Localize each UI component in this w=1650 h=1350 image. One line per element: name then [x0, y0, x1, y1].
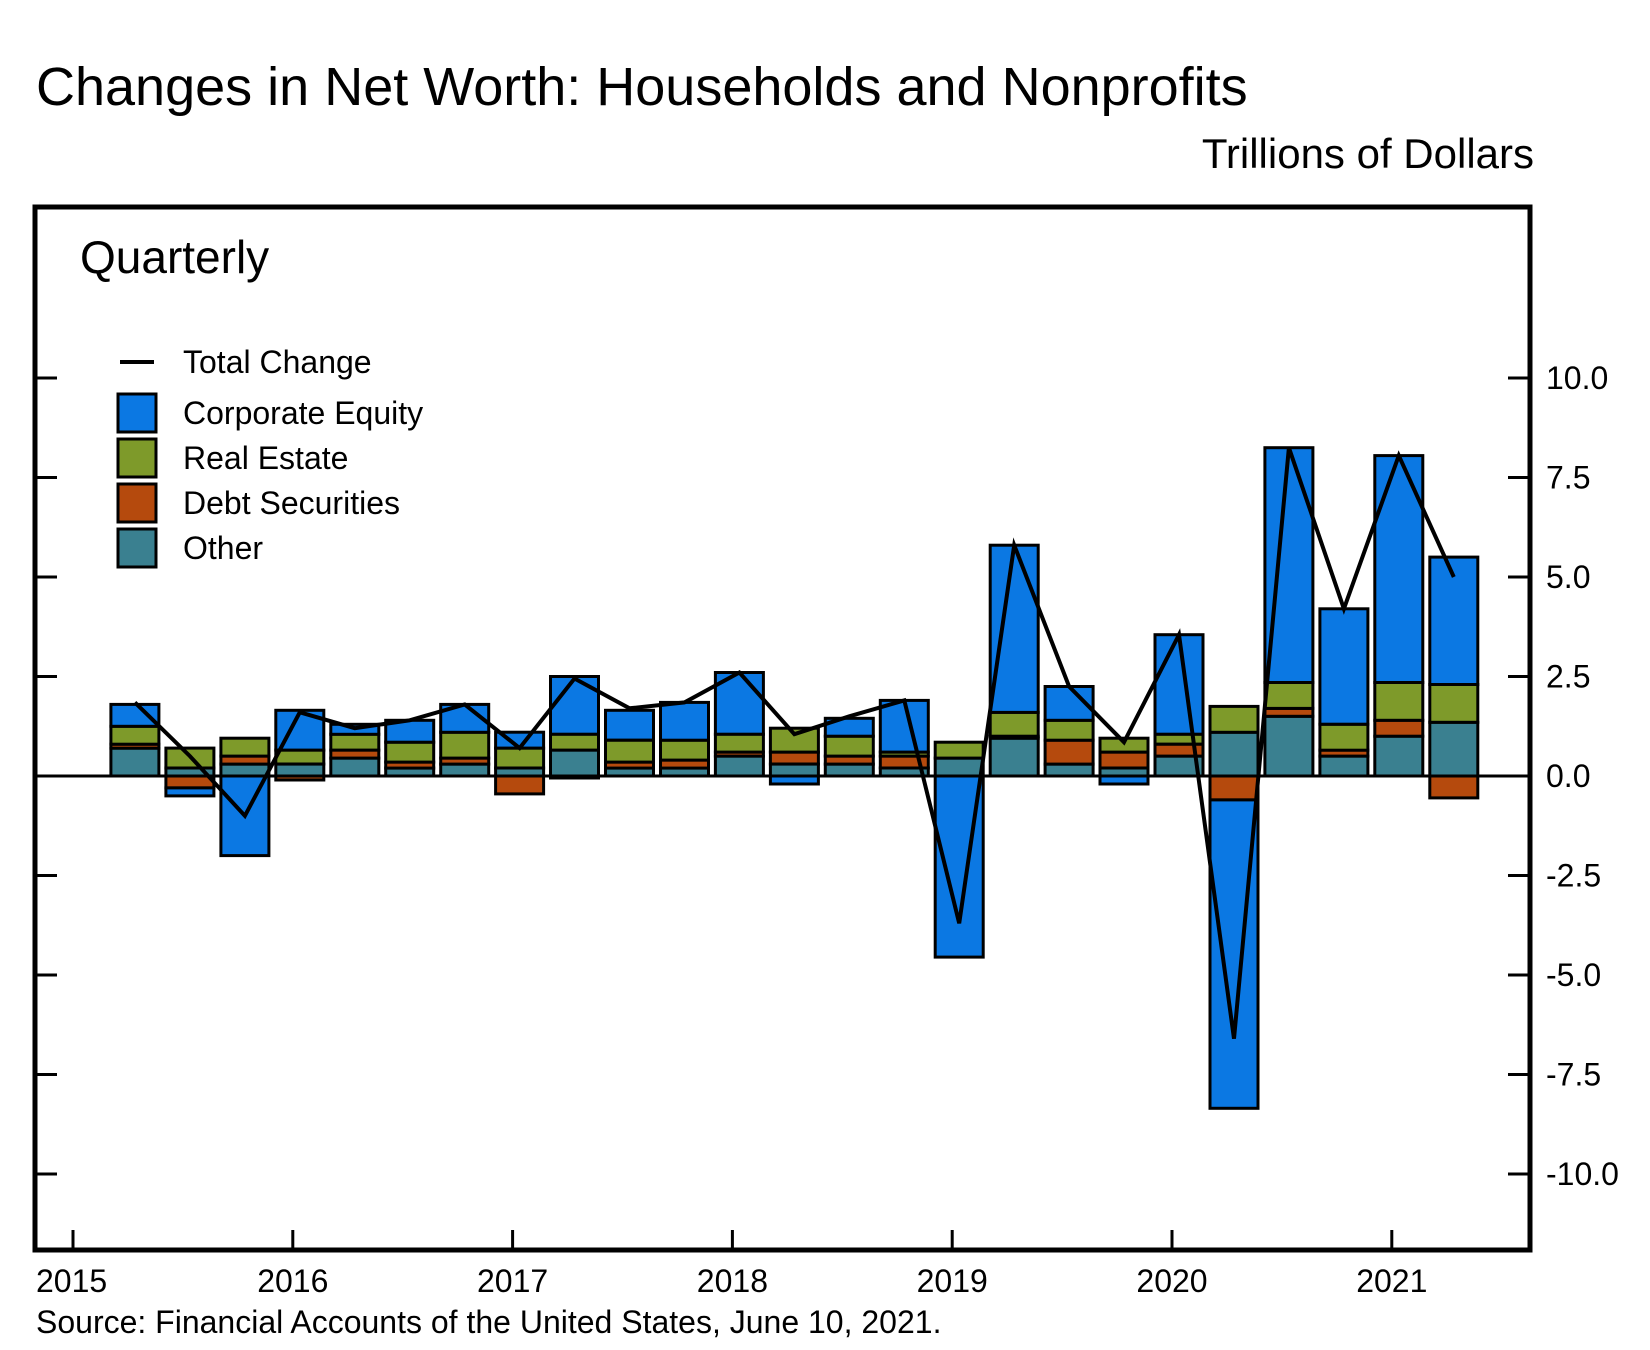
bar-segment-real-estate: [219, 736, 271, 758]
bar-segment-debt-securities: [494, 774, 546, 796]
y-tick-label: 5.0: [1546, 559, 1590, 595]
bar-segment-debt-securities: [1098, 750, 1150, 770]
bar-segment-corporate-equity: [164, 786, 216, 798]
x-tick-label: 2015: [36, 1263, 107, 1299]
bar-segment-other: [823, 762, 875, 778]
bar-segment-other: [219, 762, 271, 778]
units-label: Trillions of Dollars: [1202, 130, 1534, 177]
bar-segment-corporate-equity: [1318, 607, 1370, 726]
legend-swatch-corporate-equity: [116, 392, 158, 434]
bar-segment-corporate-equity: [713, 671, 765, 736]
total-change-line-layer: [133, 447, 1456, 1039]
bar-segment-other: [549, 748, 600, 778]
legend-swatch-other: [116, 527, 158, 569]
legend-label-other: Other: [183, 530, 263, 566]
bar-segment-real-estate: [823, 734, 875, 758]
bar-segment-real-estate: [1428, 683, 1480, 724]
y-tick-label: 2.5: [1546, 659, 1590, 695]
bar-segment-debt-securities: [1208, 774, 1260, 802]
x-tick-label: 2019: [917, 1263, 988, 1299]
legend-label-debt-securities: Debt Securities: [183, 485, 400, 521]
x-axis: 2015 2016 2017 2018 2019 2020 2021: [36, 1230, 1427, 1299]
bar-segment-real-estate: [1373, 681, 1425, 722]
bar-segment-real-estate: [1208, 704, 1260, 734]
bar-segment-other: [1318, 754, 1370, 778]
legend-label-total-change: Total Change: [183, 344, 372, 380]
bar-segment-real-estate: [1263, 681, 1315, 710]
bar-segment-corporate-equity: [109, 702, 161, 728]
bar-segment-other: [439, 762, 491, 778]
bar-segment-debt-securities: [1373, 718, 1425, 738]
x-tick-label: 2018: [697, 1263, 768, 1299]
bar-segment-real-estate: [494, 746, 546, 770]
bar-segment-debt-securities: [1043, 738, 1095, 766]
bar-segment-real-estate: [549, 732, 600, 752]
bar-segment-other: [109, 746, 161, 778]
panel-label: Quarterly: [80, 231, 269, 283]
bars-layer: [109, 446, 1480, 1110]
y-tick-label: 0.0: [1546, 758, 1590, 794]
bar-segment-real-estate: [109, 724, 161, 746]
bar-segment-other: [933, 756, 985, 778]
bar-segment-other: [1428, 720, 1480, 778]
bar-segment-corporate-equity: [549, 675, 600, 736]
y-tick-label: 10.0: [1546, 360, 1608, 396]
bar-segment-real-estate: [713, 732, 765, 754]
bar-segment-other: [329, 756, 381, 778]
legend: Total Change Corporate Equity Real Estate D…: [116, 344, 423, 569]
y-tick-label: 7.5: [1546, 460, 1590, 496]
source-note: Source: Financial Accounts of the United…: [36, 1304, 941, 1340]
bar-segment-real-estate: [988, 710, 1040, 738]
bar-segment-other: [274, 762, 326, 778]
bar-segment-other: [1043, 762, 1095, 778]
bar-segment-corporate-equity: [1263, 446, 1315, 685]
plot-frame: [32, 204, 1533, 1253]
y-tick-label: -7.5: [1546, 1057, 1601, 1093]
bar-segment-other: [713, 754, 765, 778]
legend-label-corporate-equity: Corporate Equity: [183, 395, 423, 431]
bar-segment-real-estate: [384, 740, 436, 764]
legend-label-real-estate: Real Estate: [183, 440, 348, 476]
legend-swatch-real-estate: [116, 437, 158, 479]
x-tick-label: 2017: [477, 1263, 548, 1299]
bar-segment-corporate-equity: [604, 708, 655, 742]
bar-segment-real-estate: [1043, 718, 1095, 742]
bar-segment-other: [1373, 734, 1425, 778]
bar-segment-real-estate: [439, 730, 491, 760]
y-tick-label: -5.0: [1546, 957, 1601, 993]
bar-segment-corporate-equity: [1428, 555, 1480, 686]
y-tick-label: -10.0: [1546, 1156, 1619, 1192]
bar-segment-debt-securities: [1428, 774, 1480, 800]
bar-segment-real-estate: [1318, 722, 1370, 752]
bar-segment-real-estate: [274, 748, 326, 766]
x-tick-label: 2020: [1136, 1263, 1207, 1299]
bar-segment-debt-securities: [768, 750, 820, 766]
legend-swatch-debt-securities: [116, 482, 158, 524]
bar-segment-corporate-equity: [988, 543, 1040, 714]
bar-segment-other: [1263, 714, 1315, 778]
bar-segment-real-estate: [768, 726, 820, 754]
bar-segment-real-estate: [933, 740, 985, 760]
bar-segment-real-estate: [329, 732, 381, 752]
bar-segment-other: [1208, 730, 1260, 778]
bar-segment-real-estate: [659, 738, 710, 762]
bar-segment-real-estate: [604, 738, 655, 764]
y-tick-label: -2.5: [1546, 858, 1601, 894]
bar-segment-other: [768, 762, 820, 778]
x-tick-label: 2021: [1356, 1263, 1427, 1299]
total-change-line: [133, 447, 1456, 1039]
bar-segment-debt-securities: [164, 774, 216, 790]
chart-title: Changes in Net Worth: Households and Non…: [36, 57, 1248, 117]
bar-segment-other: [988, 736, 1040, 778]
bar-segment-corporate-equity: [1153, 633, 1205, 736]
bar-segment-corporate-equity: [659, 700, 710, 742]
x-tick-label: 2016: [257, 1263, 328, 1299]
y-axis: 10.0 7.5 5.0 2.5 0.0 -2.5 -5.0 -7.5 -10.0: [35, 360, 1619, 1192]
